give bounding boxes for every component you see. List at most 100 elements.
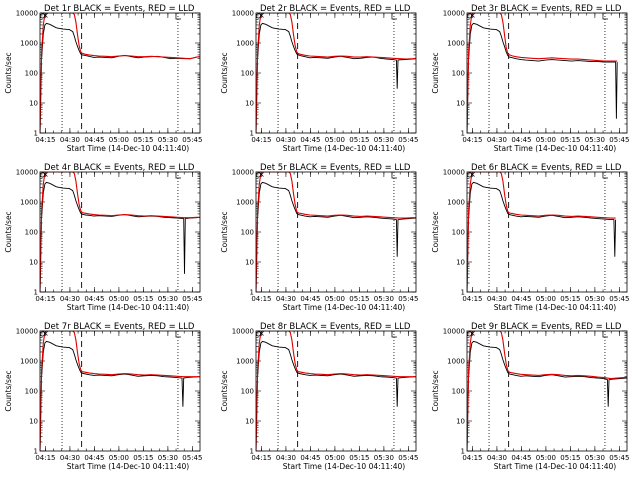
x-tick-label: 05:15	[560, 295, 580, 303]
x-tick-label: 04:30	[276, 295, 296, 303]
x-tick-label: 04:30	[60, 295, 80, 303]
series-events-line	[40, 22, 200, 133]
series-events-line	[40, 340, 200, 451]
corner-bracket-marker	[391, 13, 397, 20]
corner-cross-marker	[470, 331, 475, 336]
x-tick-label: 05:00	[325, 454, 345, 462]
x-tick-label: 05:45	[182, 136, 202, 144]
x-axis-label: Start Time (14-Dec-10 04:11:40)	[283, 462, 405, 471]
x-tick-label: 04:45	[300, 295, 320, 303]
x-tick-label: 05:45	[609, 454, 629, 462]
y-tick-label: 100	[25, 70, 38, 78]
corner-bracket-marker	[175, 331, 181, 338]
x-tick-label: 05:45	[182, 454, 202, 462]
y-tick-label: 1	[461, 448, 465, 456]
plot-frame	[466, 171, 628, 293]
x-tick-label: 04:30	[276, 454, 296, 462]
x-tick-label: 04:30	[487, 136, 507, 144]
y-tick-label: 100	[241, 388, 254, 396]
x-tick-label: 05:30	[158, 136, 178, 144]
x-tick-label: 04:45	[300, 136, 320, 144]
y-tick-label: 10000	[232, 169, 254, 177]
y-tick-label: 1	[461, 130, 465, 138]
y-tick-label: 100	[452, 70, 465, 78]
y-tick-label: 100	[241, 70, 254, 78]
plot-frame	[255, 171, 417, 293]
x-tick-label: 04:15	[251, 136, 271, 144]
x-tick-label: 04:30	[60, 136, 80, 144]
x-tick-label: 05:45	[398, 295, 418, 303]
y-tick-label: 1000	[236, 40, 254, 48]
x-tick-label: 04:45	[511, 454, 531, 462]
x-tick-label: 05:00	[325, 295, 345, 303]
series-events-line	[256, 22, 416, 133]
plot-frame	[466, 12, 628, 134]
y-tick-label: 1000	[447, 358, 465, 366]
x-tick-label: 05:15	[560, 136, 580, 144]
y-tick-label: 1	[250, 130, 254, 138]
panel-det-7: Det 7r BLACK = Events, RED = LLD Counts/s…	[4, 322, 202, 471]
x-tick-label: 04:15	[251, 295, 271, 303]
x-tick-label: 05:15	[133, 295, 153, 303]
series-lld-line	[40, 13, 200, 133]
x-tick-label: 05:15	[349, 295, 369, 303]
panel-det-6: Det 6r BLACK = Events, RED = LLD Counts/s…	[431, 163, 629, 312]
series-events-line	[467, 181, 617, 292]
x-tick-label: 05:00	[536, 136, 556, 144]
y-tick-label: 1000	[20, 40, 38, 48]
y-tick-label: 10	[29, 100, 38, 108]
corner-cross-marker	[259, 172, 264, 177]
series-lld-line	[256, 13, 416, 133]
y-tick-label: 1000	[20, 358, 38, 366]
x-tick-label: 04:30	[276, 136, 296, 144]
x-axis-label: Start Time (14-Dec-10 04:11:40)	[494, 303, 616, 312]
plot-frame	[39, 12, 201, 134]
x-tick-label: 04:45	[511, 136, 531, 144]
corner-bracket-marker	[602, 172, 608, 179]
series-lld-line	[467, 331, 627, 451]
y-axis-label: Counts/sec	[4, 370, 13, 411]
x-tick-label: 05:45	[609, 136, 629, 144]
x-tick-label: 04:15	[462, 454, 482, 462]
x-tick-label: 04:15	[35, 454, 55, 462]
x-tick-label: 05:00	[109, 136, 129, 144]
x-tick-label: 05:00	[109, 454, 129, 462]
series-lld-line	[467, 13, 618, 133]
panel-title: Det 4r BLACK = Events, RED = LLD	[44, 163, 195, 173]
plot-frame	[39, 171, 201, 293]
x-tick-label: 05:45	[609, 295, 629, 303]
panel-title: Det 8r BLACK = Events, RED = LLD	[260, 322, 411, 332]
y-tick-label: 10	[245, 100, 254, 108]
y-tick-label: 100	[241, 229, 254, 237]
y-tick-label: 1	[250, 289, 254, 297]
y-tick-label: 1000	[236, 358, 254, 366]
x-tick-label: 05:00	[325, 136, 345, 144]
x-tick-label: 04:45	[84, 454, 104, 462]
corner-bracket-marker	[602, 331, 608, 338]
panel-title: Det 3r BLACK = Events, RED = LLD	[471, 4, 622, 14]
series-events-line	[467, 340, 627, 451]
corner-bracket-marker	[602, 13, 608, 20]
corner-cross-marker	[470, 13, 475, 18]
series-lld-line	[40, 172, 200, 292]
y-tick-label: 10000	[16, 10, 38, 18]
x-tick-label: 04:45	[84, 136, 104, 144]
x-tick-label: 05:30	[158, 454, 178, 462]
panel-title: Det 1r BLACK = Events, RED = LLD	[44, 4, 195, 14]
panel-det-9: Det 9r BLACK = Events, RED = LLD Counts/s…	[431, 322, 629, 471]
y-tick-label: 1	[250, 448, 254, 456]
panel-det-3: Det 3r BLACK = Events, RED = LLD Counts/s…	[431, 4, 629, 153]
x-tick-label: 05:00	[536, 454, 556, 462]
y-tick-label: 10000	[16, 328, 38, 336]
panel-title: Det 2r BLACK = Events, RED = LLD	[260, 4, 411, 14]
x-tick-label: 04:15	[251, 454, 271, 462]
y-axis-label: Counts/sec	[220, 370, 229, 411]
y-axis-label: Counts/sec	[220, 211, 229, 252]
plot-frame	[466, 330, 628, 452]
corner-cross-marker	[43, 13, 48, 18]
y-tick-label: 10000	[16, 169, 38, 177]
corner-cross-marker	[43, 331, 48, 336]
corner-bracket-marker	[391, 331, 397, 338]
y-tick-label: 10000	[443, 169, 465, 177]
